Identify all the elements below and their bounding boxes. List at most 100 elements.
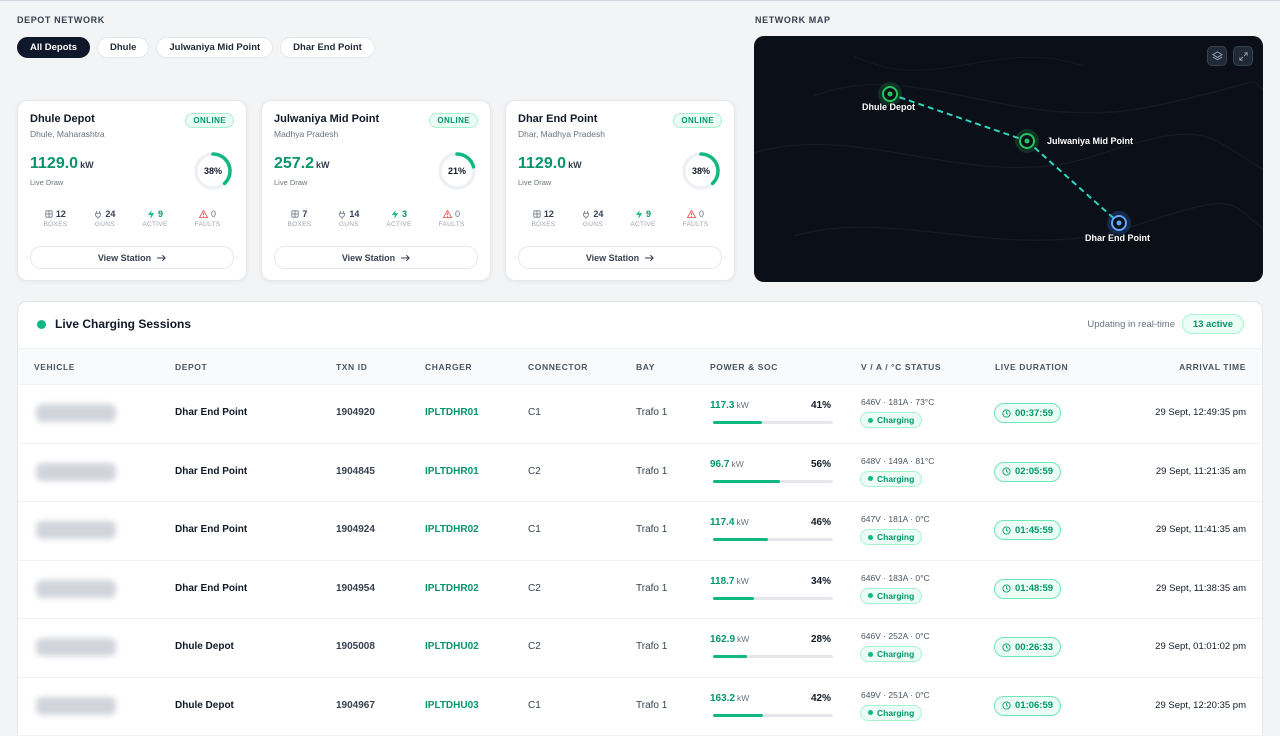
row-charger[interactable]: IPLTDHR01: [425, 465, 479, 477]
clock-icon: [1002, 525, 1011, 535]
depot-location: Dhule, Maharashtra: [30, 129, 105, 139]
stat-faults: 0 FAULTS: [682, 209, 709, 228]
status-badge: Charging: [860, 412, 923, 428]
stat-boxes: 12 BOXES: [43, 209, 68, 228]
row-depot: Dhar End Point: [175, 407, 248, 418]
depot-stats: 12 BOXES 24 GUNS 9 ACTIVE 0 FAULTS: [518, 209, 722, 228]
col-vehicle[interactable]: VEHICLE: [34, 362, 76, 372]
row-soc: 28%: [811, 634, 832, 645]
row-bay: Trafo 1: [636, 407, 668, 418]
stat-guns: 24 GUNS: [94, 209, 116, 228]
depot-card: Dhule Depot Dhule, Maharashtra ONLINE 11…: [17, 100, 247, 281]
row-connector: C1: [528, 407, 541, 418]
row-txn-id: 1904967: [336, 699, 375, 711]
view-station-button[interactable]: View Station: [274, 246, 478, 269]
layers-button[interactable]: [1207, 46, 1227, 66]
row-vat: 649V · 251A · 0°C: [861, 689, 930, 700]
soc-bar-fill: [713, 538, 769, 541]
expand-map-button[interactable]: [1233, 46, 1253, 66]
soc-bar: [713, 538, 833, 541]
arrow-right-icon: [401, 254, 411, 261]
row-connector: C2: [528, 465, 541, 477]
soc-bar: [713, 655, 833, 658]
filter-dhar[interactable]: Dhar End Point: [280, 37, 375, 58]
row-txn-id: 1904845: [336, 465, 375, 477]
row-vat: 646V · 252A · 0°C: [861, 631, 930, 641]
utilization-ring: [682, 152, 720, 190]
live-duration-badge: 00:26:33: [994, 637, 1062, 657]
table-row[interactable]: Dhar End Point 1904920 IPLTDHR01 C1 Traf…: [18, 385, 1262, 444]
row-charger[interactable]: IPLTDHU03: [425, 699, 479, 711]
soc-bar: [713, 479, 833, 483]
row-soc: 56%: [811, 458, 832, 470]
table-row[interactable]: Dhule Depot 1904967 IPLTDHU03 C1 Trafo 1…: [18, 678, 1262, 736]
map-label-dhule: Dhule Depot: [862, 102, 915, 112]
row-arrival-time: 29 Sept, 01:01:02 pm: [1155, 641, 1246, 652]
col-bay[interactable]: BAY: [636, 362, 655, 372]
view-station-button[interactable]: View Station: [518, 246, 722, 269]
status-badge: ONLINE: [429, 113, 478, 128]
status-badge: Charging: [860, 470, 923, 487]
utilization-percent: 38%: [203, 166, 222, 176]
col-vat-status[interactable]: V / A / °C STATUS: [861, 362, 942, 372]
row-bay: Trafo 1: [636, 582, 668, 594]
row-arrival-time: 29 Sept, 11:21:35 am: [1155, 465, 1246, 477]
map-label-julwaniya: Julwaniya Mid Point: [1047, 136, 1134, 146]
arrow-right-icon: [157, 254, 167, 261]
status-badge: Charging: [860, 704, 923, 721]
soc-bar-fill: [713, 655, 747, 658]
row-arrival-time: 29 Sept, 12:20:35 pm: [1155, 699, 1246, 711]
table-row[interactable]: Dhar End Point 1904924 IPLTDHR02 C1 Traf…: [18, 502, 1262, 561]
filter-all-depots[interactable]: All Depots: [17, 37, 90, 58]
row-depot: Dhule Depot: [175, 641, 234, 652]
status-dot-icon: [868, 593, 873, 598]
stat-guns: 24 GUNS: [582, 209, 604, 228]
view-station-button[interactable]: View Station: [30, 246, 234, 269]
row-depot: Dhar End Point: [175, 465, 248, 477]
live-duration-badge: 01:48:59: [994, 578, 1062, 599]
clock-icon: [1002, 408, 1011, 418]
status-badge: Charging: [860, 587, 923, 604]
row-charger[interactable]: IPLTDHU02: [425, 641, 479, 652]
soc-bar: [713, 596, 833, 600]
node-julwaniya[interactable]: [1015, 129, 1039, 153]
status-badge: ONLINE: [185, 113, 234, 128]
live-duration-badge: 01:06:59: [994, 695, 1062, 716]
stat-active: 3 ACTIVE: [386, 209, 412, 228]
depot-name: Julwaniya Mid Point: [274, 113, 380, 125]
table-row[interactable]: Dhar End Point 1904845 IPLTDHR01 C2 Traf…: [18, 444, 1262, 502]
col-depot[interactable]: DEPOT: [175, 362, 208, 372]
row-charger[interactable]: IPLTDHR02: [425, 524, 479, 535]
col-txn-id[interactable]: TXN ID: [336, 362, 368, 372]
boxes-icon: [533, 210, 541, 218]
status-dot-icon: [868, 651, 873, 657]
row-bay: Trafo 1: [636, 465, 668, 477]
col-charger[interactable]: CHARGER: [425, 362, 473, 372]
warning-icon: [687, 210, 697, 218]
sessions-title: Live Charging Sessions: [55, 317, 192, 331]
row-vat: 648V · 149A · 81°C: [861, 455, 935, 466]
live-draw-label: Live Draw: [30, 178, 64, 187]
status-badge: Charging: [860, 529, 923, 545]
plug-icon: [583, 210, 590, 219]
updating-text: Updating in real-time: [1087, 319, 1175, 330]
node-dhar[interactable]: [1107, 211, 1131, 235]
row-charger[interactable]: IPLTDHR01: [425, 407, 479, 418]
status-badge: Charging: [860, 646, 923, 662]
depot-card: Dhar End Point Dhar, Madhya Pradesh ONLI…: [505, 100, 735, 281]
row-charger[interactable]: IPLTDHR02: [425, 582, 479, 594]
network-map[interactable]: Dhule Depot Julwaniya Mid Point Dhar End…: [754, 36, 1263, 282]
filter-julwaniya[interactable]: Julwaniya Mid Point: [156, 37, 274, 58]
status-dot-icon: [868, 476, 873, 481]
col-connector[interactable]: CONNECTOR: [528, 362, 589, 372]
table-row[interactable]: Dhar End Point 1904954 IPLTDHR02 C2 Traf…: [18, 561, 1262, 619]
col-arrival-time[interactable]: ARRIVAL TIME: [1179, 362, 1246, 372]
col-power-soc[interactable]: POWER & SOC: [710, 362, 778, 372]
depot-name: Dhule Depot: [30, 113, 95, 125]
node-dhule[interactable]: [878, 82, 902, 106]
clock-icon: [1002, 642, 1011, 652]
table-row[interactable]: Dhule Depot 1905008 IPLTDHU02 C2 Trafo 1…: [18, 619, 1262, 678]
col-live-duration[interactable]: LIVE DURATION: [995, 362, 1069, 372]
filter-dhule[interactable]: Dhule: [96, 37, 150, 58]
soc-bar-fill: [713, 421, 763, 424]
